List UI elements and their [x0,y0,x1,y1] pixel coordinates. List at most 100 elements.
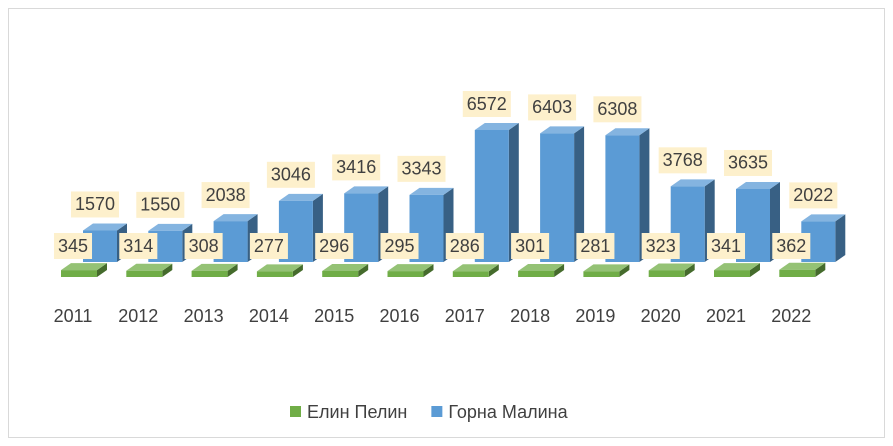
data-label: 308 [189,236,219,256]
data-label: 6403 [532,97,572,117]
bar-face [256,264,303,272]
data-label: 281 [580,236,610,256]
bar-face [423,264,434,277]
data-label-box [332,154,381,181]
bar-face [256,271,293,277]
data-label: 2038 [206,185,246,205]
data-label: 345 [58,236,88,256]
bar [191,263,238,277]
x-tick-label: 2017 [445,306,485,326]
data-label-box [706,233,746,259]
bar-face [322,264,369,272]
bar-face [452,264,499,272]
bar-face [61,263,107,271]
bar-face [83,223,127,231]
bar-face [779,269,816,277]
x-tick-label: 2012 [118,306,158,326]
bar-face [474,130,509,262]
bar [61,263,107,277]
bar-face [750,263,760,277]
bar-face [409,187,454,195]
data-label-box [658,147,707,174]
bar-face [605,135,640,262]
bar [540,126,585,262]
bar-face [452,271,489,277]
data-label-box [53,233,93,259]
bar-face [126,263,173,271]
bar-face [801,214,846,222]
bar [605,128,650,262]
bar-face [540,133,575,262]
data-label: 314 [123,236,153,256]
data-label: 6308 [597,99,637,119]
bar-face [736,181,780,189]
legend-swatch [431,406,443,417]
bar [256,264,303,277]
bar-face [148,223,193,231]
data-label-box [201,182,250,209]
data-label: 362 [776,236,806,256]
bar-face [554,263,565,277]
bar-face [191,270,228,277]
bar-face [97,263,107,277]
data-label: 286 [450,236,480,256]
x-tick-label: 2018 [510,306,550,326]
bar-face [344,186,389,194]
data-label-box [528,94,577,121]
data-label-box [462,91,511,117]
bar-face [574,126,585,262]
legend-label: Горна Малина [448,402,568,422]
data-label: 1550 [140,195,180,215]
data-label-box [789,182,838,209]
data-label: 296 [319,236,349,256]
data-label: 1570 [75,194,115,214]
data-label: 3635 [728,153,768,173]
x-tick-label: 2021 [706,306,746,326]
data-label-box [723,149,773,176]
bar-face [387,271,424,277]
bar [474,123,519,262]
bar-face [583,264,630,272]
data-label: 323 [646,236,676,256]
bar-face [358,264,369,277]
data-label-box [266,161,315,188]
bar-face [227,263,238,277]
legend-label: Елин Пелин [307,402,407,422]
x-tick-label: 2014 [249,306,289,326]
bar-face [670,179,715,187]
x-tick-label: 2020 [641,306,681,326]
bar-face [278,193,323,201]
x-tick-label: 2019 [575,306,615,326]
bar-face [714,270,750,277]
data-label-box [380,233,419,259]
bar-face [779,262,826,270]
bar-face [191,263,238,271]
data-label: 295 [384,236,414,256]
bar [583,264,630,277]
bar-face [518,263,565,271]
bar-face [292,264,303,277]
bar-face [322,271,359,277]
data-label-box [511,233,550,259]
data-label: 3343 [401,159,441,179]
data-label: 3768 [663,150,703,170]
bar-face [583,271,620,277]
bar-face [126,270,163,277]
bar [714,263,760,277]
data-label-box [184,233,223,259]
data-label: 3046 [271,165,311,185]
bar-face [639,128,650,262]
bar [779,262,826,277]
x-tick-label: 2015 [314,306,354,326]
bar [518,263,565,277]
bar-face [162,263,173,277]
x-tick-label: 2022 [771,306,811,326]
data-label-box [593,96,642,123]
bar-face [508,123,519,262]
data-label-box [641,233,680,259]
x-tick-label: 2011 [54,306,93,326]
data-label: 301 [515,236,545,256]
bar-face [61,270,97,277]
bar [387,264,434,277]
data-label-box [772,233,811,259]
